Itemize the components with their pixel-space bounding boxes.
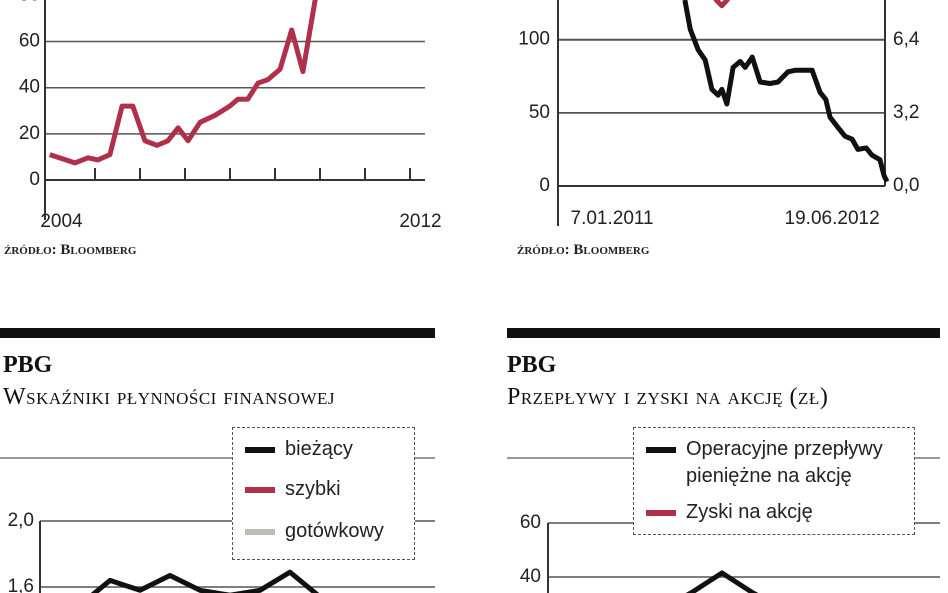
x-tick-label: 19.06.2012	[785, 208, 880, 229]
y-tick-label: 1,6	[8, 576, 34, 593]
legend-label: bieżący	[285, 438, 353, 460]
y-tick-label: 40	[520, 566, 541, 587]
series-line	[49, 0, 318, 166]
minor-ticks	[94, 168, 411, 180]
y-tick-label: 20	[19, 123, 40, 144]
x-tick-label: 7.01.2011	[571, 208, 654, 229]
legend-entry: Zyski na akcję	[646, 499, 813, 526]
header-rule	[507, 328, 940, 338]
y-tick-label: 60	[19, 31, 40, 52]
source: źródło: Bloomberg	[517, 242, 650, 258]
x-tick-label: 2004	[40, 211, 83, 232]
legend: bieżący szybki gotówkowy	[232, 427, 415, 560]
source: źródło: Bloomberg	[4, 242, 137, 258]
y-tick-label: 0	[539, 175, 550, 196]
series-line	[713, 0, 730, 9]
y-tick-label: 50	[529, 102, 550, 123]
legend-entry: Operacyjne przepływy pieniężne na akcję	[646, 436, 908, 490]
legend-entry: bieżący	[245, 436, 353, 463]
legend-label: gotówkowy	[285, 520, 384, 542]
series-line	[682, 0, 890, 183]
y-tick-label: 40	[19, 77, 40, 98]
legend-swatch	[245, 447, 275, 453]
legend-entry: gotówkowy	[245, 518, 384, 545]
legend-label: szybki	[285, 478, 341, 500]
legend-swatch	[646, 447, 676, 453]
x-tick-label: 2012	[399, 211, 441, 232]
y-tick-label: 3,2	[893, 102, 919, 123]
y-tick-label: 6,4	[893, 29, 920, 50]
y-tick-label: 0	[29, 169, 40, 190]
chart-subtitle: Wskaźniki płynności finansowej	[3, 384, 336, 410]
legend-label: Zyski na akcję	[686, 501, 813, 523]
header-rule	[0, 328, 435, 338]
y-tick-label: 2,0	[8, 510, 34, 531]
y-tick-label: 80	[19, 0, 40, 5]
legend-label: Operacyjne przepływy pieniężne na akcję	[686, 438, 883, 487]
y-tick-label: 100	[518, 29, 550, 50]
legend-swatch	[245, 529, 275, 535]
legend-swatch	[245, 487, 275, 493]
legend-entry: szybki	[245, 476, 341, 503]
series-line	[685, 570, 759, 593]
chart-subtitle: Przepływy i zyski na akcję (zł)	[507, 384, 829, 410]
legend-swatch	[646, 510, 676, 516]
y-tick-label: 60	[520, 512, 541, 533]
series-line	[90, 569, 320, 593]
legend: Operacyjne przepływy pieniężne na akcję …	[633, 427, 915, 535]
y-tick-label: 0,0	[893, 175, 919, 196]
chart-title: PBG	[3, 352, 53, 378]
chart-title: PBG	[507, 352, 557, 378]
